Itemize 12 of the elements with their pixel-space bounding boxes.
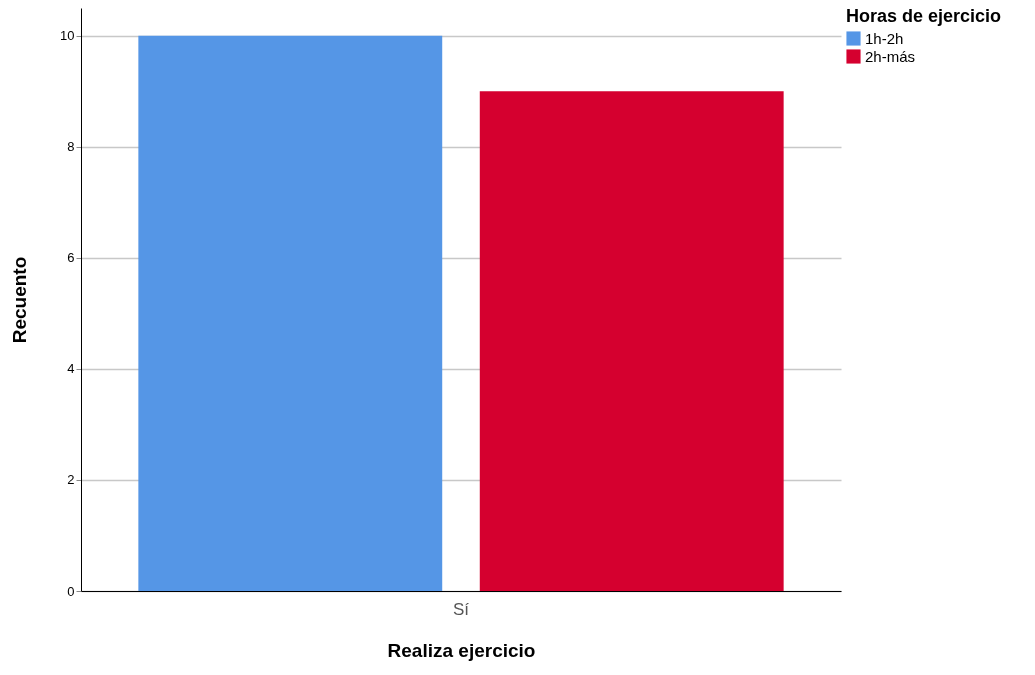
x-axis-title: Realiza ejercicio — [387, 639, 536, 661]
y-axis-title: Recuento — [9, 256, 31, 344]
legend-label: 2h-más — [865, 47, 916, 65]
y-tick-label: 10 — [60, 28, 75, 44]
y-tick-label: 2 — [67, 472, 75, 488]
y-tick-label: 6 — [67, 250, 75, 266]
legend-title: Horas de ejercicio — [846, 6, 1002, 26]
y-tick-label: 0 — [67, 583, 75, 599]
x-tick-label: Sí — [452, 599, 470, 619]
y-tick-label: 8 — [67, 139, 75, 155]
y-tick-label: 4 — [67, 361, 75, 377]
legend-label: 1h-2h — [865, 29, 904, 47]
